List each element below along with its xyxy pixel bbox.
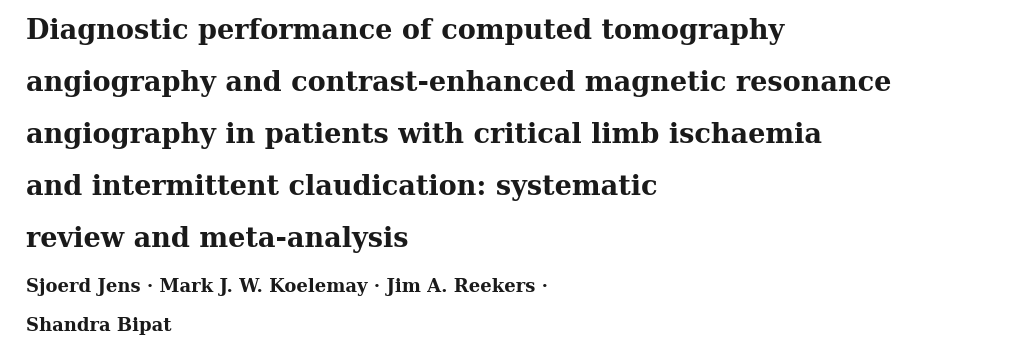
Text: angiography and contrast-enhanced magnetic resonance: angiography and contrast-enhanced magnet… — [26, 70, 891, 97]
Text: Diagnostic performance of computed tomography: Diagnostic performance of computed tomog… — [26, 18, 784, 45]
Text: and intermittent claudication: systematic: and intermittent claudication: systemati… — [26, 174, 657, 201]
Text: Sjoerd Jens · Mark J. W. Koelemay · Jim A. Reekers ·: Sjoerd Jens · Mark J. W. Koelemay · Jim … — [26, 278, 547, 296]
Text: review and meta-analysis: review and meta-analysis — [26, 226, 408, 253]
Text: Shandra Bipat: Shandra Bipat — [26, 317, 171, 335]
Text: angiography in patients with critical limb ischaemia: angiography in patients with critical li… — [26, 122, 821, 149]
